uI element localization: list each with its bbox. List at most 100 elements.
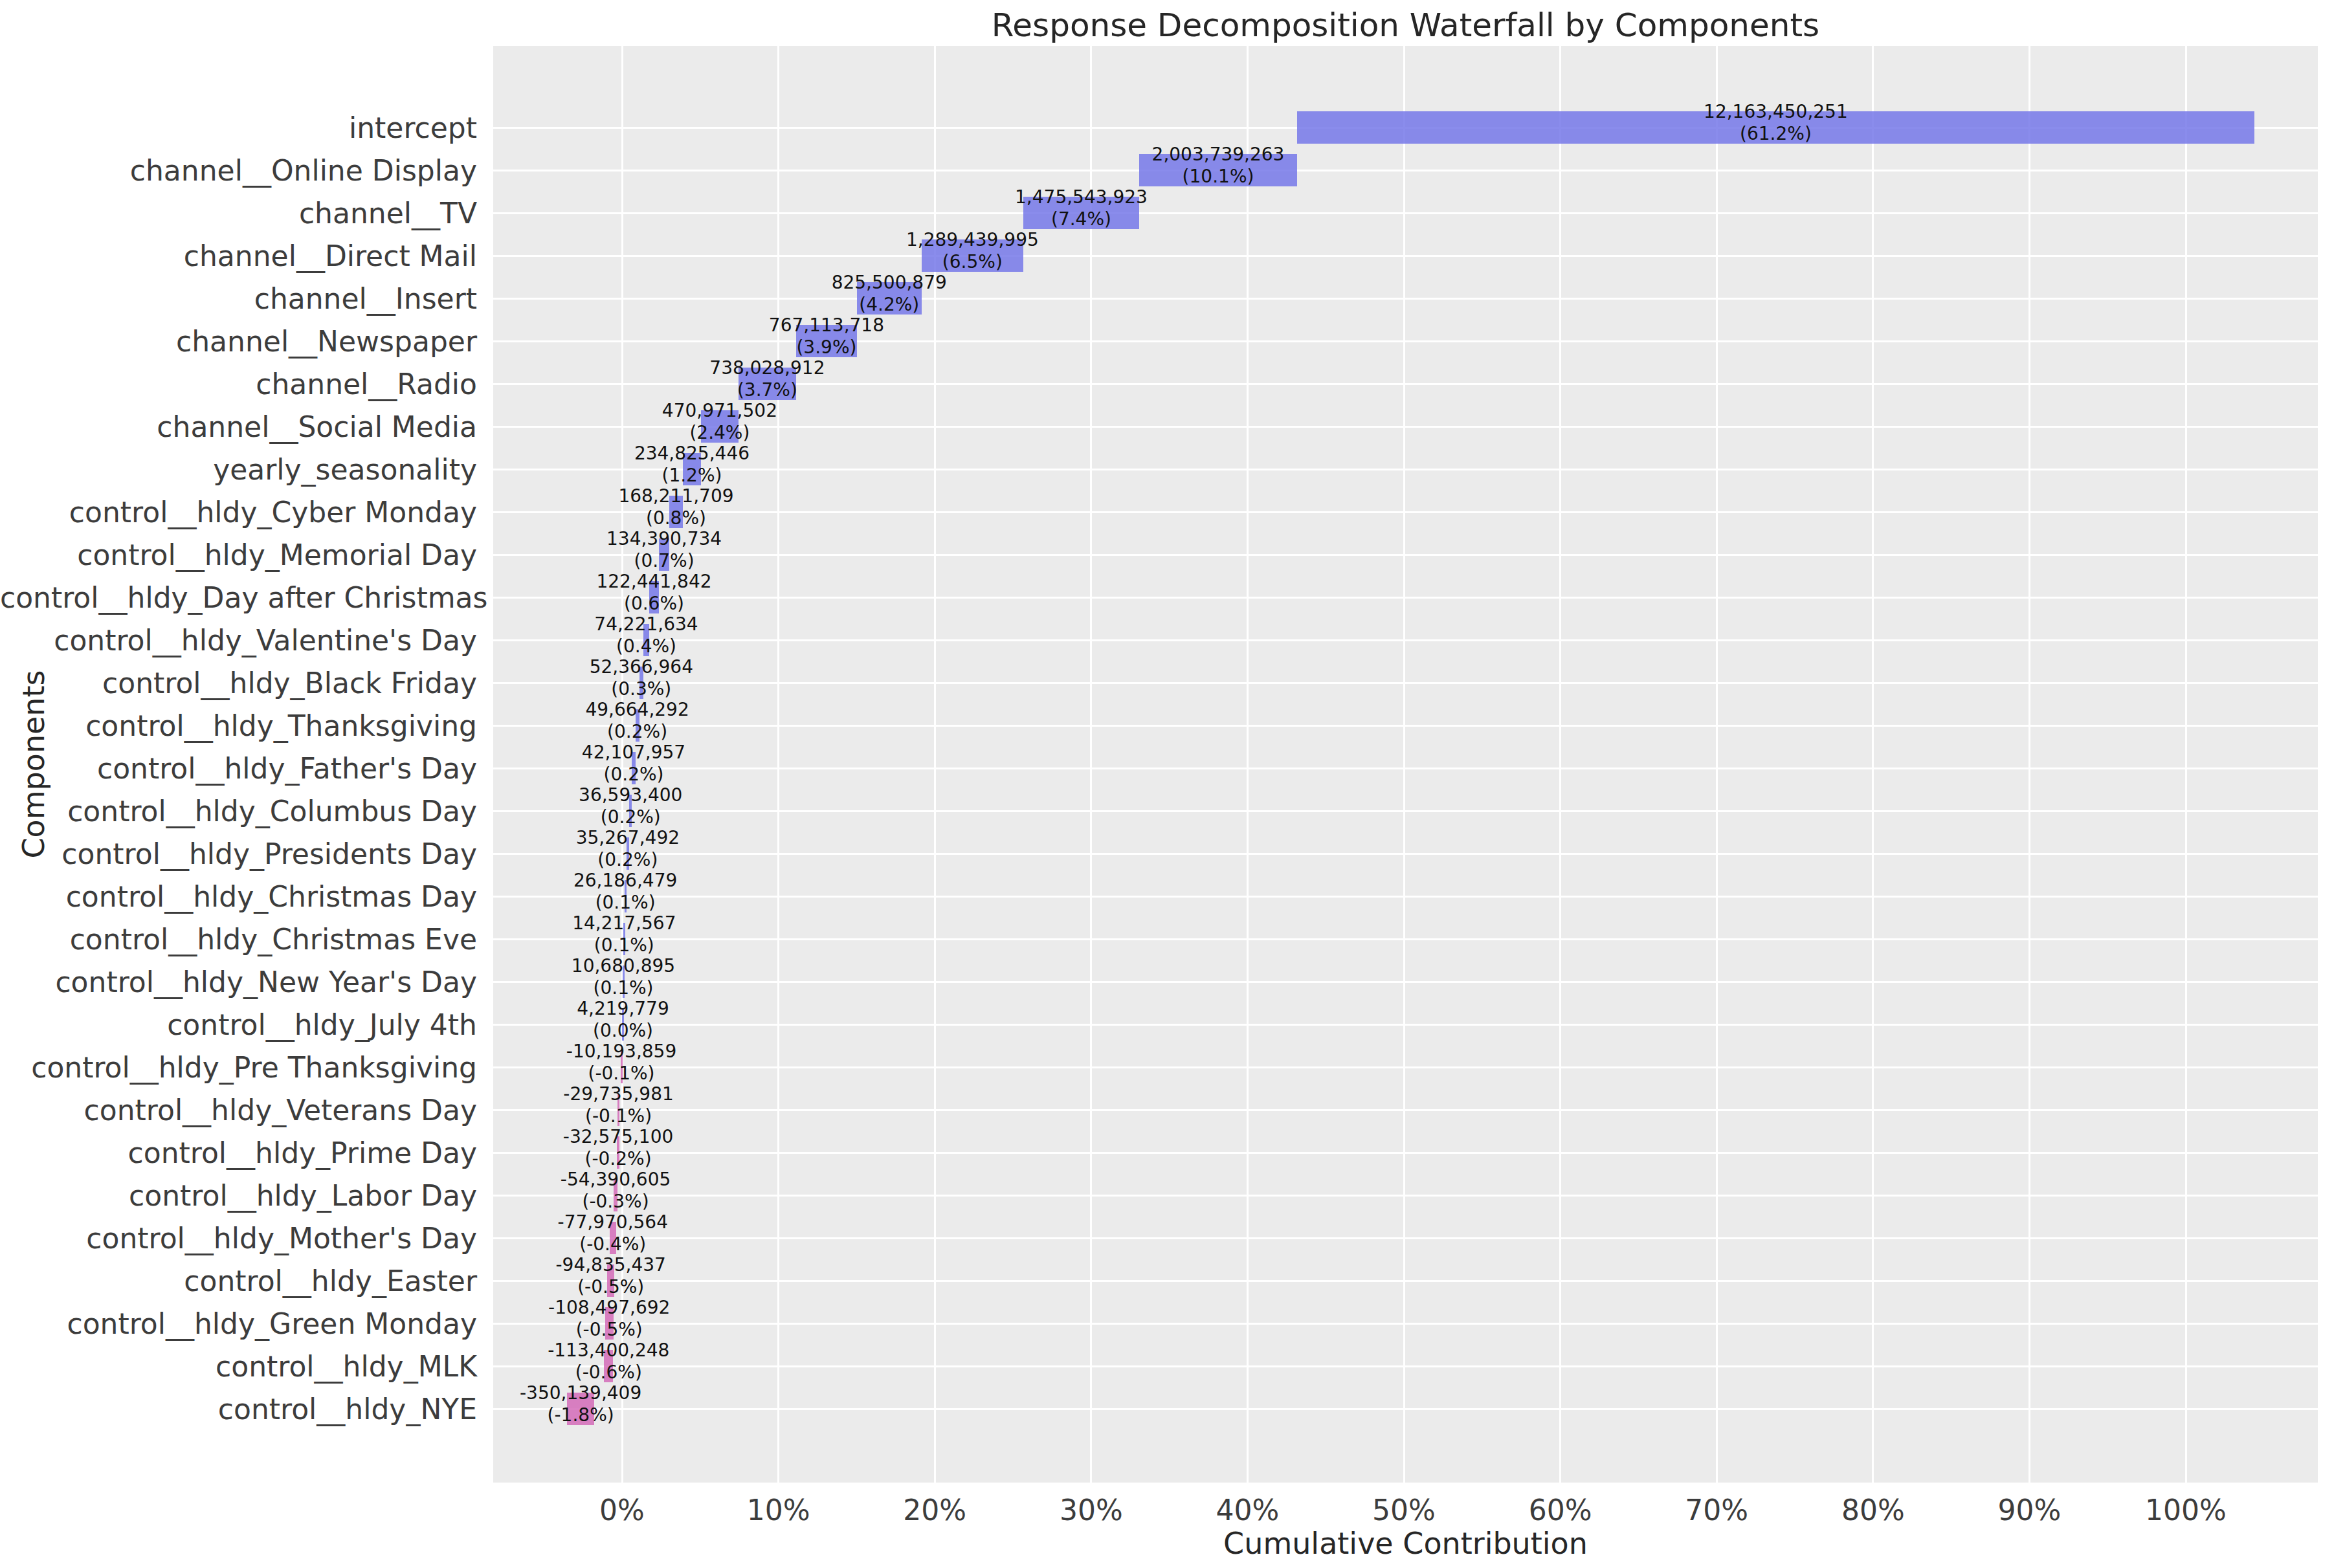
bar-percent-label: (0.0%) [577,1020,669,1042]
y-tick-label: control__hldy_Presidents Day [0,837,477,870]
bar-percent-label: (-0.2%) [563,1148,673,1170]
y-gridline [493,938,2318,940]
y-tick-label: control__hldy_Labor Day [0,1179,477,1212]
bar-percent-label: (4.2%) [832,294,947,316]
y-gridline [493,255,2318,257]
y-gridline [493,682,2318,684]
bar-annotation: 52,366,964(0.3%) [590,656,693,700]
bar-value-label: 36,593,400 [579,784,682,806]
y-tick-label: intercept [0,111,477,144]
bar-annotation: 36,593,400(0.2%) [579,784,682,828]
bar-annotation: -32,575,100(-0.2%) [563,1126,673,1170]
bar-value-label: -54,390,605 [561,1169,671,1191]
waterfall-figure: Response Decomposition Waterfall by Comp… [0,0,2345,1568]
bar-annotation: 767,113,718(3.9%) [769,315,884,359]
x-gridline [2185,46,2187,1483]
bar-percent-label: (61.2%) [1704,123,1848,145]
bar-value-label: 4,219,779 [577,998,669,1020]
bar-annotation: 1,289,439,995(6.5%) [906,229,1039,273]
bar-value-label: 74,221,634 [594,613,698,635]
y-gridline [493,554,2318,556]
bar-percent-label: (1.2%) [634,465,750,487]
bar-annotation: -94,835,437(-0.5%) [555,1254,665,1298]
y-tick-label: control__hldy_July 4th [0,1008,477,1041]
y-gridline [493,1280,2318,1282]
x-gridline [1872,46,1874,1483]
bar-value-label: 10,680,895 [572,955,675,977]
x-gridline [1247,46,1249,1483]
bar-percent-label: (-0.4%) [558,1233,668,1255]
bar-percent-label: (-0.6%) [548,1362,669,1384]
y-gridline [493,340,2318,342]
bar-value-label: 122,441,842 [596,571,711,593]
y-tick-label: channel__Social Media [0,410,477,443]
y-tick-label: channel__Newspaper [0,325,477,358]
bar-annotation: 26,186,479(0.1%) [573,870,677,914]
bar-annotation: 12,163,450,251(61.2%) [1704,101,1848,145]
x-tick-label: 10% [747,1494,810,1527]
y-gridline [493,853,2318,855]
y-gridline [493,810,2318,812]
bar-value-label: -32,575,100 [563,1126,673,1148]
bar-percent-label: (3.7%) [709,379,825,401]
y-gridline [493,639,2318,641]
bar-annotation: 470,971,502(2.4%) [662,400,777,444]
bar-annotation: 4,219,779(0.0%) [577,998,669,1042]
bar-value-label: -350,139,409 [520,1382,641,1404]
bar-annotation: 738,028,912(3.7%) [709,357,825,401]
y-tick-label: yearly_seasonality [0,453,477,486]
bar-annotation: -113,400,248(-0.6%) [548,1340,669,1384]
bar-annotation: 42,107,957(0.2%) [582,742,685,786]
x-tick-label: 0% [599,1494,645,1527]
bar-annotation: 168,211,709(0.8%) [618,485,733,529]
bar-value-label: 14,217,567 [572,912,676,934]
plot-area: 12,163,450,251(61.2%)2,003,739,263(10.1%… [493,46,2318,1483]
bar-value-label: -113,400,248 [548,1340,669,1362]
bar-percent-label: (-0.1%) [563,1105,673,1127]
x-tick-label: 20% [903,1494,966,1527]
bar-percent-label: (0.8%) [618,507,733,529]
bar-percent-label: (0.2%) [582,764,685,786]
bar-value-label: 825,500,879 [832,272,947,294]
bar-value-label: -10,193,859 [566,1041,676,1063]
y-tick-label: control__hldy_Easter [0,1264,477,1297]
y-gridline [493,1109,2318,1111]
y-tick-label: control__hldy_Columbus Day [0,795,477,828]
y-tick-label: channel__Online Display [0,154,477,187]
bar-annotation: 74,221,634(0.4%) [594,613,698,657]
y-tick-label: control__hldy_Father's Day [0,752,477,785]
bar-percent-label: (-0.5%) [555,1276,665,1298]
x-gridline [1559,46,1561,1483]
y-tick-label: channel__Direct Mail [0,239,477,272]
bar-annotation: -108,497,692(-0.5%) [548,1297,670,1341]
x-tick-label: 90% [1997,1494,2061,1527]
bar-percent-label: (3.9%) [769,337,884,359]
y-tick-label: control__hldy_Pre Thanksgiving [0,1051,477,1084]
bar-annotation: 825,500,879(4.2%) [832,272,947,316]
bar-value-label: 234,825,446 [634,443,750,465]
x-tick-label: 80% [1841,1494,1905,1527]
y-gridline [493,1195,2318,1197]
y-tick-label: control__hldy_Cyber Monday [0,496,477,529]
y-tick-label: channel__Radio [0,368,477,401]
bar-value-label: -77,970,564 [558,1211,668,1233]
bar-percent-label: (0.7%) [606,550,722,572]
bar-percent-label: (2.4%) [662,422,777,444]
x-gridline [1403,46,1405,1483]
y-gridline [493,298,2318,300]
bar-value-label: 12,163,450,251 [1704,101,1848,123]
bar-percent-label: (-0.1%) [566,1063,676,1085]
bar-annotation: 49,664,292(0.2%) [585,699,689,743]
y-gridline [493,1408,2318,1410]
x-tick-label: 70% [1685,1494,1748,1527]
bar-percent-label: (0.1%) [572,934,676,956]
y-gridline [493,1024,2318,1026]
x-tick-label: 40% [1216,1494,1279,1527]
x-tick-label: 30% [1060,1494,1123,1527]
y-gridline [493,469,2318,470]
y-tick-label: control__hldy_Prime Day [0,1136,477,1169]
y-gridline [493,981,2318,983]
bar-percent-label: (-0.3%) [561,1191,671,1213]
y-gridline [493,725,2318,727]
bar-value-label: 2,003,739,263 [1152,144,1285,166]
